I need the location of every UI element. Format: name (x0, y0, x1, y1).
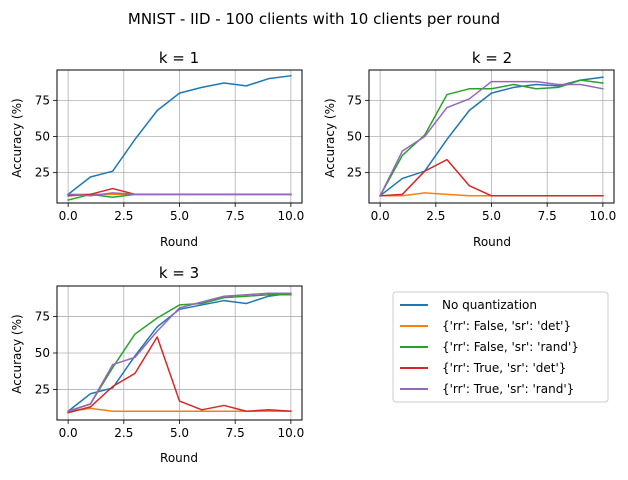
legend-box (392, 291, 609, 403)
y-tick-label: 75 (35, 310, 50, 324)
legend-label: {'rr': True, 'sr': 'det'} (442, 361, 566, 375)
legend-label: {'rr': False, 'sr': 'rand'} (442, 340, 579, 354)
subplot-k3-title: k = 3 (159, 264, 199, 282)
legend-entry: {'rr': False, 'sr': 'rand'} (400, 340, 579, 354)
x-tick-label: 10.0 (278, 426, 305, 440)
subplot-k2-xlabel: Round (473, 235, 511, 249)
legend-label: No quantization (442, 298, 537, 312)
y-tick-label: 75 (347, 93, 362, 107)
subplot-k3-plot-area: 0.0 2.5 5.0 7.5 10.0 25 50 75 (35, 285, 305, 440)
subplot-k2: k = 2 Round Accuracy (%) 0.0 2.5 5.0 7.5 10.… (323, 49, 616, 249)
legend-label: {'rr': True, 'sr': 'rand'} (442, 382, 574, 396)
x-tick-label: 2.5 (114, 426, 133, 440)
x-tick-label: 7.5 (226, 209, 245, 223)
y-tick-label: 50 (347, 130, 362, 144)
subplot-k1-title: k = 1 (159, 49, 199, 67)
x-tick-label: 5.0 (170, 426, 189, 440)
legend-entry: No quantization (400, 298, 537, 312)
subplot-k1: k = 1 Round Accuracy (%) 0.0 2.5 5.0 7.5 10.… (10, 49, 304, 249)
subplot-k3: k = 3 Round Accuracy (%) 0.0 2.5 5.0 7.5 10.… (10, 264, 304, 465)
axes-frame (56, 285, 303, 421)
x-tick-label: 0.0 (371, 209, 390, 223)
x-tick-label: 0.0 (59, 209, 78, 223)
y-tick-label: 25 (347, 166, 362, 180)
y-tick-label: 25 (35, 166, 50, 180)
series-line (379, 158, 604, 197)
x-tick-label: 10.0 (278, 209, 305, 223)
y-tick-label: 50 (35, 346, 50, 360)
series-line (67, 292, 292, 413)
legend-entry: {'rr': False, 'sr': 'det'} (400, 319, 571, 333)
subplot-k3-ylabel: Accuracy (%) (10, 314, 24, 393)
y-tick-label: 25 (35, 382, 50, 396)
y-tick-label: 75 (35, 93, 50, 107)
series-line (379, 80, 604, 197)
subplot-k1-ylabel: Accuracy (%) (10, 98, 24, 177)
legend: No quantization {'rr': False, 'sr': 'det… (392, 291, 609, 403)
x-tick-label: 10.0 (590, 209, 617, 223)
series-line (67, 192, 292, 197)
legend-label: {'rr': False, 'sr': 'det'} (442, 319, 571, 333)
subplot-k2-ylabel: Accuracy (%) (323, 98, 337, 177)
x-tick-label: 5.0 (170, 209, 189, 223)
x-tick-label: 7.5 (538, 209, 557, 223)
x-tick-label: 0.0 (59, 426, 78, 440)
subplot-k3-xlabel: Round (160, 451, 198, 465)
x-tick-label: 2.5 (114, 209, 133, 223)
axes-frame (56, 69, 303, 204)
subplot-k2-title: k = 2 (472, 49, 512, 67)
x-tick-label: 7.5 (226, 426, 245, 440)
figure-title: MNIST - IID - 100 clients with 10 client… (128, 10, 500, 28)
subplot-k1-xlabel: Round (160, 235, 198, 249)
series-line (67, 74, 292, 196)
subplot-k2-plot-area: 0.0 2.5 5.0 7.5 10.0 25 50 75 (347, 69, 617, 223)
y-tick-label: 50 (35, 130, 50, 144)
axes-frame (368, 69, 615, 204)
subplot-k1-plot-area: 0.0 2.5 5.0 7.5 10.0 25 50 75 (35, 69, 305, 223)
x-tick-label: 5.0 (482, 209, 501, 223)
series-line (67, 336, 292, 414)
series-line (67, 293, 292, 413)
x-tick-label: 2.5 (426, 209, 445, 223)
legend-entry: {'rr': True, 'sr': 'det'} (400, 361, 566, 375)
series-line (67, 292, 292, 413)
legend-entry: {'rr': True, 'sr': 'rand'} (400, 382, 574, 396)
